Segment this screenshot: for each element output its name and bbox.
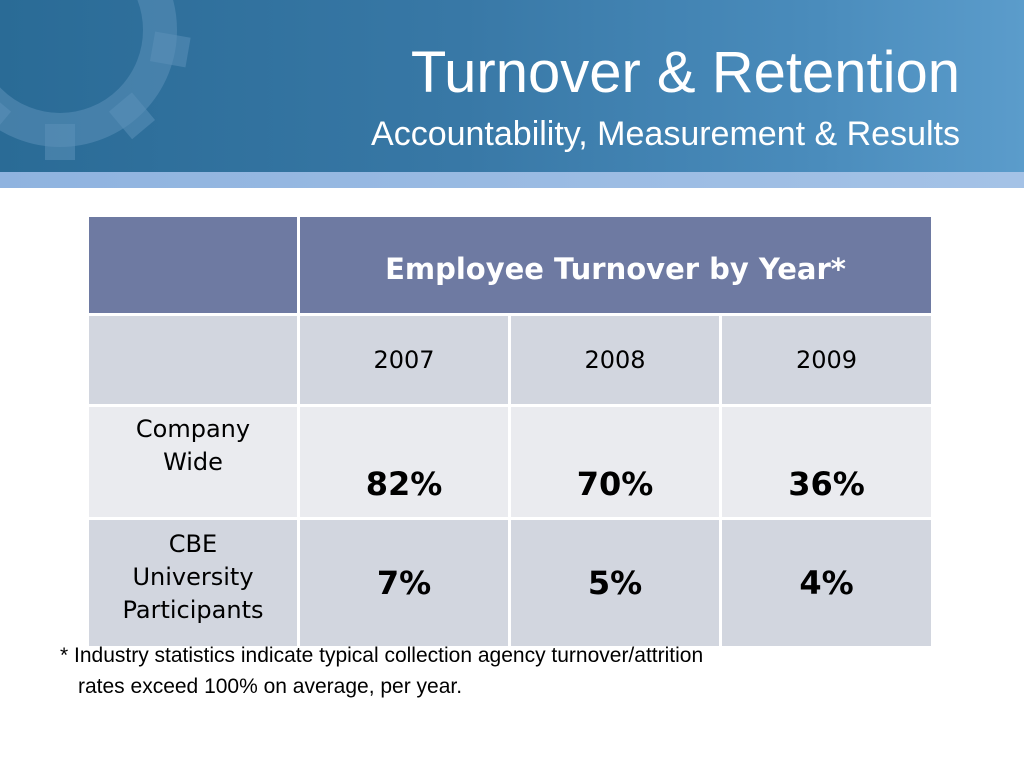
row-label-line: Wide xyxy=(163,448,223,476)
table-title: Employee Turnover by Year* xyxy=(297,214,934,316)
value-cell: 70% xyxy=(508,404,722,520)
header-banner: Turnover & Retention Accountability, Mea… xyxy=(0,0,1024,172)
gear-icon xyxy=(0,0,191,160)
year-header-cell: 2007 xyxy=(297,313,511,407)
row-label-line: CBE xyxy=(168,530,218,558)
row-label: CBE University Participants xyxy=(86,517,300,649)
table-corner-cell xyxy=(86,214,300,316)
table-header-row: Employee Turnover by Year* xyxy=(86,214,934,316)
page-title: Turnover & Retention xyxy=(410,40,960,105)
header-stripe xyxy=(0,172,1024,188)
row-label-line: University xyxy=(132,563,254,591)
row-label-line: Company xyxy=(135,415,251,443)
footnote: * Industry statistics indicate typical c… xyxy=(60,640,960,702)
table-row: CBE University Participants 7% 5% 4% xyxy=(86,517,934,649)
table-row: Company Wide 82% 70% 36% xyxy=(86,404,934,520)
value-cell: 5% xyxy=(508,517,722,649)
row-label-line: Participants xyxy=(122,596,264,624)
year-corner-cell xyxy=(86,313,300,407)
year-header-cell: 2009 xyxy=(719,313,934,407)
footnote-line: * Industry statistics indicate typical c… xyxy=(60,644,704,667)
year-header-cell: 2008 xyxy=(508,313,722,407)
row-label: Company Wide xyxy=(86,404,300,520)
footnote-line: rates exceed 100% on average, per year. xyxy=(78,675,463,698)
value-cell: 7% xyxy=(297,517,511,649)
page-subtitle: Accountability, Measurement & Results xyxy=(371,115,960,153)
value-cell: 82% xyxy=(297,404,511,520)
value-cell: 36% xyxy=(719,404,934,520)
table-year-row: 2007 2008 2009 xyxy=(86,313,934,407)
turnover-table: Employee Turnover by Year* 2007 2008 200… xyxy=(86,214,934,649)
value-cell: 4% xyxy=(719,517,934,649)
